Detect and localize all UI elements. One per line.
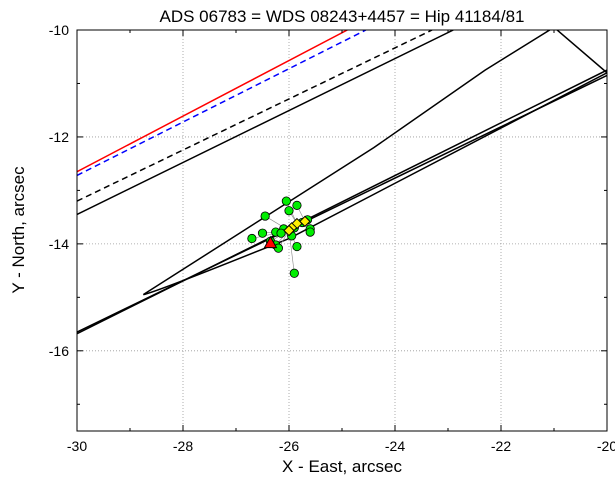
observation-point — [260, 211, 270, 221]
x-tick-label: -24 — [385, 438, 405, 454]
primary-star-marker — [263, 235, 278, 249]
chart-title: ADS 06783 = WDS 08243+4457 = Hip 41184/8… — [160, 7, 525, 26]
x-axis-label: X - East, arcsec — [282, 457, 402, 476]
y-tick-label: -10 — [49, 22, 69, 38]
orbit-line-4 — [77, 30, 454, 216]
plot-background — [77, 30, 607, 431]
observation-point — [257, 228, 268, 238]
y-tick-label: -14 — [49, 236, 69, 252]
observation-point — [292, 200, 302, 210]
predicted-point — [283, 224, 295, 237]
observation-point — [281, 196, 291, 206]
orbit-ellipse — [142, 30, 607, 296]
x-tick-label: -30 — [67, 438, 87, 454]
x-tick-label: -20 — [597, 438, 615, 454]
observation-point — [292, 241, 302, 252]
orbit-line-1 — [77, 30, 348, 173]
grid — [77, 30, 607, 431]
observation-point — [247, 233, 257, 244]
orbit-line-6 — [77, 69, 607, 335]
y-axis-label: Y - North, arcsec — [9, 166, 28, 294]
observation-point — [289, 268, 299, 278]
ticks: -30 -28 -26 -24 -22 -20 -16 -14 -12 -10 — [49, 22, 615, 454]
x-tick-label: -22 — [491, 438, 511, 454]
orbit-line-2 — [77, 30, 367, 177]
predicted-point — [299, 215, 311, 228]
y-tick-label: -16 — [49, 343, 69, 359]
observation-point — [305, 227, 315, 237]
observation-point — [273, 243, 283, 253]
observation-point — [276, 228, 286, 238]
orbit-line-3 — [77, 30, 433, 202]
x-tick-label: -28 — [173, 438, 193, 454]
x-tick-label: -26 — [279, 438, 299, 454]
observation-point — [284, 206, 294, 216]
y-tick-label: -12 — [49, 129, 69, 145]
plot-content — [77, 30, 607, 335]
